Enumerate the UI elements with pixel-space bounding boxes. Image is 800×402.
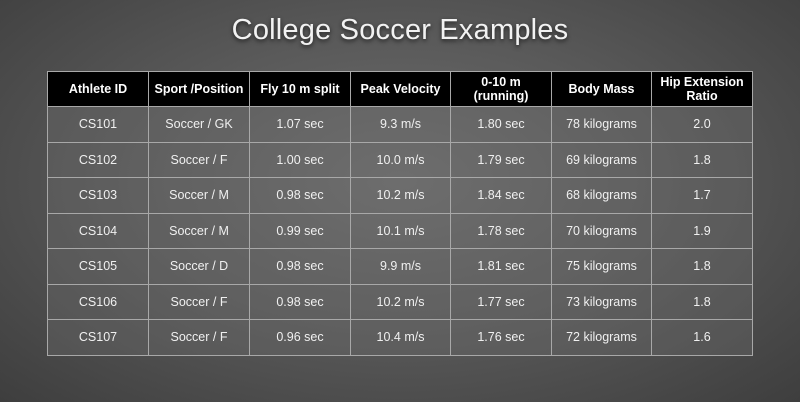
column-header-line: Hip Extension	[660, 75, 744, 89]
column-header-line: Sport /Position	[154, 82, 244, 96]
column-header-hip-extension: Hip Extension Ratio	[651, 71, 753, 107]
column-header-line: Athlete ID	[68, 82, 128, 96]
table-body: CS101 Soccer / GK 1.07 sec 9.3 m/s 1.80 sec 7…	[47, 106, 753, 356]
cell-hip-extension: 1.8	[651, 141, 753, 178]
table-row: CS103 Soccer / M 0.98 sec 10.2 m/s 1.84 sec 6…	[47, 177, 753, 214]
cell-body-mass: 78 kilograms	[551, 106, 652, 143]
cell-body-mass: 70 kilograms	[551, 212, 652, 249]
cell-fly-10m: 0.99 sec	[249, 212, 351, 249]
table-row: CS107 Soccer / F 0.96 sec 10.4 m/s 1.76 sec 7…	[47, 319, 753, 356]
cell-hip-extension: 1.9	[651, 212, 753, 249]
column-header-fly-10m: Fly 10 m split	[249, 71, 351, 107]
header-row: Athlete ID Sport /Position Fly 10 m split P…	[47, 71, 753, 107]
cell-sport-position: Soccer / GK	[148, 106, 250, 143]
table-row: CS102 Soccer / F 1.00 sec 10.0 m/s 1.79 sec 6…	[47, 141, 753, 178]
table-row: CS106 Soccer / F 0.98 sec 10.2 m/s 1.77 sec 7…	[47, 283, 753, 320]
cell-sport-position: Soccer / F	[148, 283, 250, 320]
cell-fly-10m: 0.96 sec	[249, 319, 351, 356]
cell-peak-velocity: 10.1 m/s	[350, 212, 451, 249]
cell-sport-position: Soccer / M	[148, 212, 250, 249]
cell-athlete-id: CS104	[47, 212, 149, 249]
slide-title: College Soccer Examples	[231, 14, 569, 46]
cell-fly-10m: 0.98 sec	[249, 248, 351, 285]
cell-peak-velocity: 10.2 m/s	[350, 283, 451, 320]
cell-body-mass: 75 kilograms	[551, 248, 652, 285]
column-header-athlete-id: Athlete ID	[47, 71, 149, 107]
cell-sport-position: Soccer / F	[148, 319, 250, 356]
cell-body-mass: 73 kilograms	[551, 283, 652, 320]
column-header-peak-velocity: Peak Velocity	[350, 71, 451, 107]
cell-zero-ten: 1.76 sec	[450, 319, 552, 356]
cell-peak-velocity: 10.4 m/s	[350, 319, 451, 356]
cell-athlete-id: CS107	[47, 319, 149, 356]
cell-athlete-id: CS101	[47, 106, 149, 143]
table-row: CS105 Soccer / D 0.98 sec 9.9 m/s 1.81 sec 75…	[47, 248, 753, 285]
table-row: CS101 Soccer / GK 1.07 sec 9.3 m/s 1.80 sec 7…	[47, 106, 753, 143]
cell-fly-10m: 0.98 sec	[249, 283, 351, 320]
column-header-body-mass: Body Mass	[551, 71, 652, 107]
cell-zero-ten: 1.81 sec	[450, 248, 552, 285]
cell-zero-ten: 1.78 sec	[450, 212, 552, 249]
athlete-table: Athlete ID Sport /Position Fly 10 m split P…	[47, 71, 753, 356]
cell-body-mass: 69 kilograms	[551, 141, 652, 178]
cell-hip-extension: 1.8	[651, 248, 753, 285]
cell-hip-extension: 1.7	[651, 177, 753, 214]
cell-fly-10m: 1.00 sec	[249, 141, 351, 178]
cell-body-mass: 68 kilograms	[551, 177, 652, 214]
cell-peak-velocity: 10.0 m/s	[350, 141, 451, 178]
cell-peak-velocity: 9.9 m/s	[350, 248, 451, 285]
cell-peak-velocity: 9.3 m/s	[350, 106, 451, 143]
cell-peak-velocity: 10.2 m/s	[350, 177, 451, 214]
cell-athlete-id: CS103	[47, 177, 149, 214]
cell-fly-10m: 1.07 sec	[249, 106, 351, 143]
cell-body-mass: 72 kilograms	[551, 319, 652, 356]
cell-hip-extension: 1.8	[651, 283, 753, 320]
column-header-line: Fly 10 m split	[260, 82, 340, 96]
cell-athlete-id: CS105	[47, 248, 149, 285]
table-row: CS104 Soccer / M 0.99 sec 10.1 m/s 1.78 sec 7…	[47, 212, 753, 249]
cell-hip-extension: 1.6	[651, 319, 753, 356]
cell-sport-position: Soccer / D	[148, 248, 250, 285]
cell-fly-10m: 0.98 sec	[249, 177, 351, 214]
column-header-line: Body Mass	[568, 82, 635, 96]
cell-zero-ten: 1.84 sec	[450, 177, 552, 214]
cell-athlete-id: CS102	[47, 141, 149, 178]
column-header-zero-ten: 0-10 m (running)	[450, 71, 552, 107]
cell-hip-extension: 2.0	[651, 106, 753, 143]
column-header-line: (running)	[473, 89, 529, 103]
column-header-line: 0-10 m	[481, 75, 521, 89]
column-header-line: Ratio	[686, 89, 718, 103]
cell-zero-ten: 1.77 sec	[450, 283, 552, 320]
column-header-sport-position: Sport /Position	[148, 71, 250, 107]
cell-athlete-id: CS106	[47, 283, 149, 320]
column-header-line: Peak Velocity	[360, 82, 441, 96]
cell-zero-ten: 1.80 sec	[450, 106, 552, 143]
cell-sport-position: Soccer / M	[148, 177, 250, 214]
cell-sport-position: Soccer / F	[148, 141, 250, 178]
cell-zero-ten: 1.79 sec	[450, 141, 552, 178]
